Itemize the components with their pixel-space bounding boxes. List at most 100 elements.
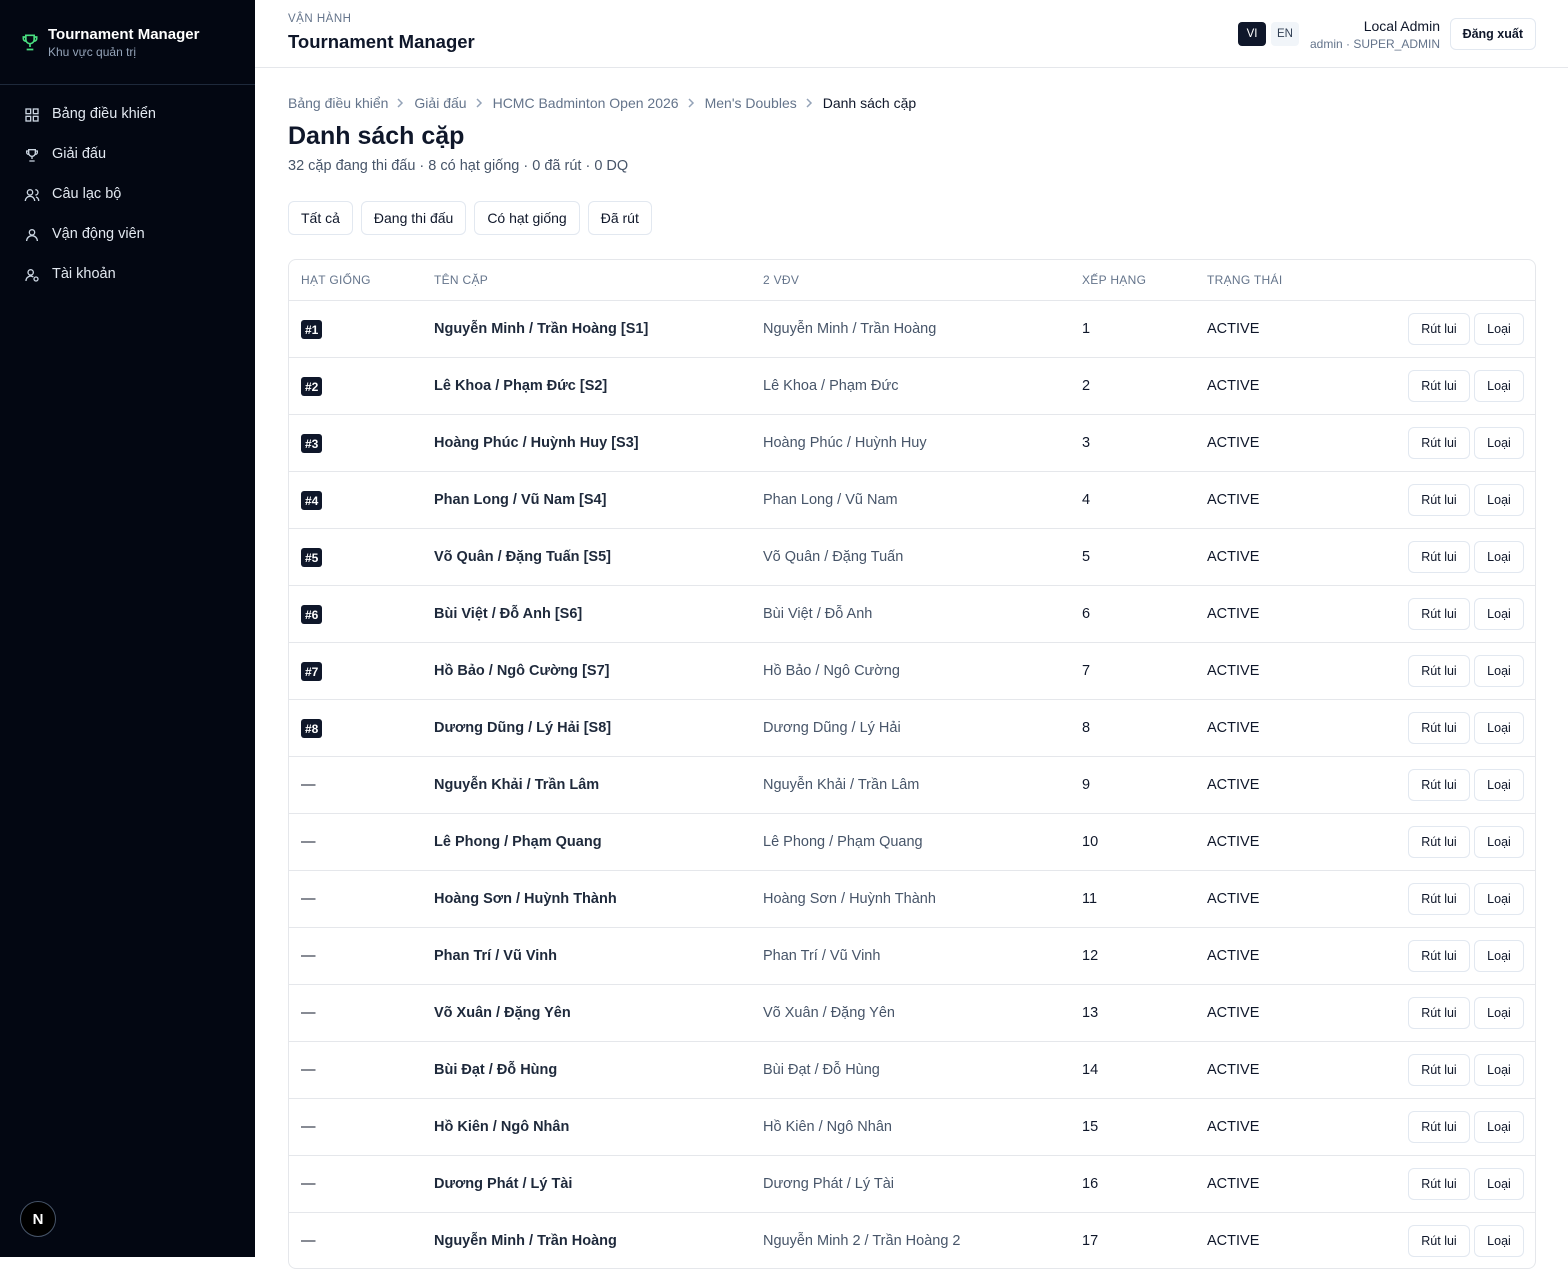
withdraw-button[interactable]: Rút lui: [1408, 940, 1470, 972]
withdraw-button[interactable]: Rút lui: [1408, 1054, 1470, 1086]
disqualify-button[interactable]: Loại: [1474, 826, 1524, 858]
rank: 9: [1082, 777, 1091, 793]
withdraw-button[interactable]: Rút lui: [1408, 370, 1470, 402]
sidebar: Tournament Manager Khu vực quản trị Bảng…: [0, 0, 255, 1257]
rank: 11: [1082, 891, 1098, 907]
players: Võ Xuân / Đặng Yên: [763, 1005, 895, 1021]
withdraw-button[interactable]: Rút lui: [1408, 997, 1470, 1029]
seed: —: [301, 1062, 316, 1078]
table-row: #1 Nguyễn Minh / Trần Hoàng [S1] Nguyễn Mi…: [289, 300, 1535, 357]
pair-name: Nguyễn Khải / Trần Lâm: [434, 777, 600, 793]
withdraw-button[interactable]: Rút lui: [1408, 712, 1470, 744]
nav-item[interactable]: Vận động viên: [52, 226, 145, 242]
pair-name: Hồ Kiên / Ngô Nhân: [434, 1119, 570, 1135]
header-title: Tournament Manager: [288, 31, 475, 52]
nav-icon: [24, 147, 40, 168]
withdraw-button[interactable]: Rút lui: [1408, 598, 1470, 630]
disqualify-button[interactable]: Loại: [1474, 712, 1524, 744]
withdraw-button[interactable]: Rút lui: [1408, 1111, 1470, 1143]
table-row: — Bùi Đạt / Đỗ Hùng Bùi Đạt / Đỗ Hùng 14 ACT…: [289, 1041, 1535, 1098]
lang-button[interactable]: VI: [1238, 22, 1266, 46]
seed-badge: #1: [301, 320, 323, 339]
filter-button[interactable]: Đã rút: [587, 201, 652, 235]
user-role: admin · SUPER_ADMIN: [1309, 37, 1440, 51]
rank: 7: [1082, 663, 1091, 679]
filter-button[interactable]: Đang thi đấu: [360, 201, 467, 235]
column-header: HẠT GIỐNG: [301, 273, 371, 287]
breadcrumb-item[interactable]: Men's Doubles: [704, 95, 797, 111]
players: Phan Long / Vũ Nam: [763, 492, 898, 508]
topbar: VẬN HÀNH Tournament Manager VI EN Local …: [255, 0, 1568, 68]
nav-icon: [24, 267, 40, 288]
players: Nguyễn Minh 2 / Trần Hoàng 2: [763, 1233, 961, 1249]
disqualify-button[interactable]: Loại: [1474, 484, 1524, 516]
seed: —: [301, 948, 316, 964]
breadcrumb-item[interactable]: HCMC Badminton Open 2026: [492, 95, 679, 111]
status: ACTIVE: [1207, 663, 1260, 679]
nav-item[interactable]: Câu lạc bộ: [52, 186, 122, 202]
user-name: Local Admin: [1363, 18, 1440, 34]
pair-name: Bùi Đạt / Đỗ Hùng: [434, 1062, 558, 1078]
disqualify-button[interactable]: Loại: [1474, 769, 1524, 801]
pair-name: Võ Xuân / Đặng Yên: [434, 1005, 571, 1021]
withdraw-button[interactable]: Rút lui: [1408, 484, 1470, 516]
nav-item[interactable]: Giải đấu: [52, 146, 107, 162]
withdraw-button[interactable]: Rút lui: [1408, 313, 1470, 345]
disqualify-button[interactable]: Loại: [1474, 940, 1524, 972]
filter-button[interactable]: Có hạt giống: [474, 201, 580, 235]
logout-button[interactable]: Đăng xuất: [1449, 18, 1536, 50]
table-row: — Hoàng Sơn / Huỳnh Thành Hoàng Sơn / Huỳn…: [289, 870, 1535, 927]
table-row: #6 Bùi Việt / Đỗ Anh [S6] Bùi Việt / Đỗ An…: [289, 585, 1535, 642]
players: Hoàng Sơn / Huỳnh Thành: [763, 891, 936, 907]
withdraw-button[interactable]: Rút lui: [1408, 541, 1470, 573]
disqualify-button[interactable]: Loại: [1474, 883, 1524, 915]
disqualify-button[interactable]: Loại: [1474, 997, 1524, 1029]
table-row: — Nguyễn Khải / Trần Lâm Nguyễn Khải / Trầ…: [289, 756, 1535, 813]
withdraw-button[interactable]: Rút lui: [1408, 1168, 1470, 1200]
seed: —: [301, 1119, 316, 1135]
nav-item[interactable]: Bảng điều khiển: [52, 106, 156, 122]
filter-button[interactable]: Tất cả: [288, 201, 353, 235]
rank: 1: [1082, 321, 1091, 337]
withdraw-button[interactable]: Rút lui: [1408, 883, 1470, 915]
pair-name: Nguyễn Minh / Trần Hoàng [S1]: [434, 321, 649, 337]
withdraw-button[interactable]: Rút lui: [1408, 655, 1470, 687]
seed: —: [301, 891, 316, 907]
nav-item[interactable]: Tài khoản: [52, 266, 116, 282]
rank: 4: [1082, 492, 1091, 508]
pair-name: Phan Long / Vũ Nam [S4]: [434, 492, 607, 508]
withdraw-button[interactable]: Rút lui: [1408, 1225, 1470, 1257]
avatar[interactable]: N: [20, 1201, 56, 1237]
players: Hoàng Phúc / Huỳnh Huy: [763, 435, 927, 451]
disqualify-button[interactable]: Loại: [1474, 313, 1524, 345]
disqualify-button[interactable]: Loại: [1474, 655, 1524, 687]
withdraw-button[interactable]: Rút lui: [1408, 826, 1470, 858]
nav-icon: [24, 107, 40, 128]
pair-name: Lê Khoa / Phạm Đức [S2]: [434, 378, 608, 394]
table-row: #3 Hoàng Phúc / Huỳnh Huy [S3] Hoàng Phúc …: [289, 414, 1535, 471]
table-row: — Hồ Kiên / Ngô Nhân Hồ Kiên / Ngô Nhân 15 A…: [289, 1098, 1535, 1155]
breadcrumb-item[interactable]: Bảng điều khiển: [288, 95, 389, 111]
breadcrumb-item[interactable]: Giải đấu: [414, 95, 467, 111]
breadcrumb-item: Danh sách cặp: [822, 95, 917, 111]
disqualify-button[interactable]: Loại: [1474, 1054, 1524, 1086]
rank: 3: [1082, 435, 1091, 451]
pair-name: Bùi Việt / Đỗ Anh [S6]: [434, 606, 583, 622]
disqualify-button[interactable]: Loại: [1474, 541, 1524, 573]
lang-button[interactable]: EN: [1271, 22, 1299, 46]
players: Phan Trí / Vũ Vinh: [763, 948, 881, 964]
brand: Tournament Manager: [48, 26, 200, 43]
breadcrumb-separator: [396, 95, 404, 111]
disqualify-button[interactable]: Loại: [1474, 1225, 1524, 1257]
status: ACTIVE: [1207, 435, 1260, 451]
disqualify-button[interactable]: Loại: [1474, 598, 1524, 630]
disqualify-button[interactable]: Loại: [1474, 427, 1524, 459]
pair-name: Võ Quân / Đặng Tuấn [S5]: [434, 549, 611, 565]
withdraw-button[interactable]: Rút lui: [1408, 427, 1470, 459]
divider: [0, 84, 255, 85]
disqualify-button[interactable]: Loại: [1474, 370, 1524, 402]
disqualify-button[interactable]: Loại: [1474, 1111, 1524, 1143]
withdraw-button[interactable]: Rút lui: [1408, 769, 1470, 801]
disqualify-button[interactable]: Loại: [1474, 1168, 1524, 1200]
breadcrumb-separator: [805, 95, 813, 111]
